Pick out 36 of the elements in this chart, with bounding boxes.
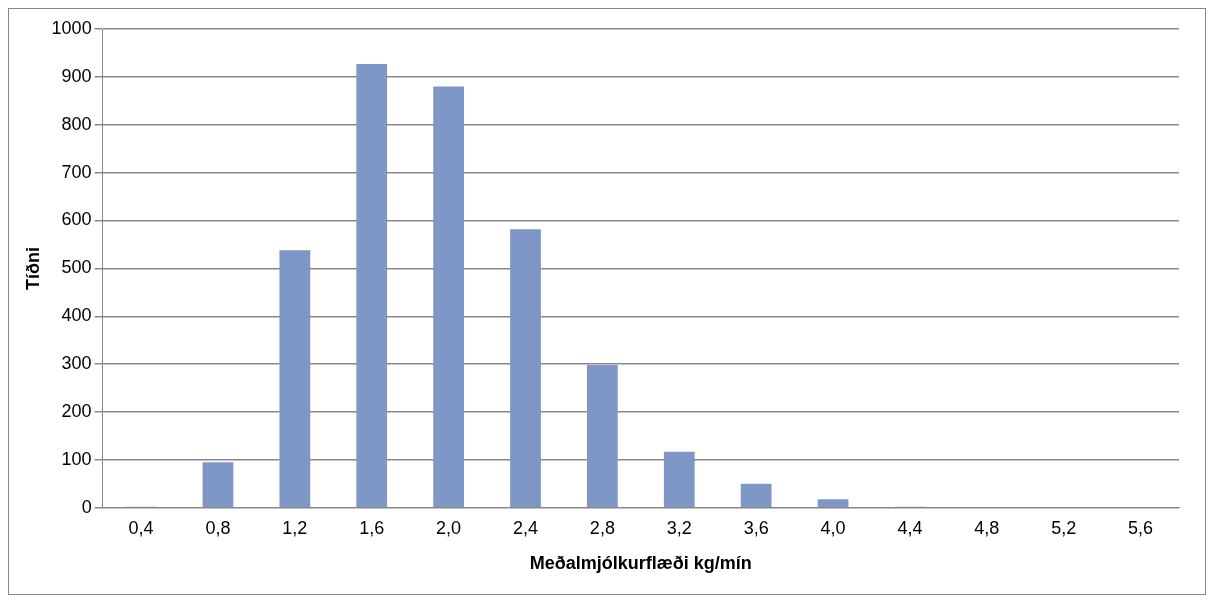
bar [817, 499, 849, 508]
x-tick-label: 2,4 [512, 517, 539, 538]
bar [510, 229, 541, 508]
y-axis-title: Tíðni [22, 246, 43, 290]
bar [202, 462, 234, 508]
y-tick-label: 300 [61, 353, 92, 374]
bar [279, 250, 311, 508]
bar [740, 483, 772, 508]
x-tick-label: 2,0 [436, 517, 462, 538]
bar [663, 451, 695, 508]
x-tick-label: 4,4 [897, 517, 923, 538]
x-tick-label: 1,2 [282, 517, 308, 538]
x-tick-label: 5,2 [1051, 517, 1077, 538]
y-tick-label: 500 [61, 257, 92, 278]
y-tick-label: 700 [61, 161, 92, 182]
y-tick-label: 200 [61, 401, 92, 422]
x-tick-label: 0,8 [205, 517, 231, 538]
x-tick-label: 4,0 [820, 517, 846, 538]
x-axis-title: Meðalmjólkurflæði kg/mín [529, 553, 752, 574]
x-tick-label: 3,6 [743, 517, 769, 538]
x-tick-label: 0,4 [128, 517, 154, 538]
y-tick-label: 800 [61, 113, 92, 134]
y-tick-label: 900 [61, 65, 92, 86]
x-tick-label: 5,6 [1128, 517, 1154, 538]
y-tick-label: 100 [61, 448, 92, 469]
bar [433, 86, 464, 508]
x-tick-label: 2,8 [589, 517, 615, 538]
x-tick-label: 3,2 [666, 517, 692, 538]
y-tick-label: 0 [81, 496, 92, 517]
y-tick-label: 1000 [51, 17, 92, 38]
bar [356, 63, 388, 508]
x-tick-label: 1,6 [359, 517, 385, 538]
x-tick-label: 4,8 [974, 517, 1000, 538]
y-tick-label: 400 [61, 305, 92, 326]
y-tick-label: 600 [61, 209, 92, 230]
bar [587, 365, 618, 508]
